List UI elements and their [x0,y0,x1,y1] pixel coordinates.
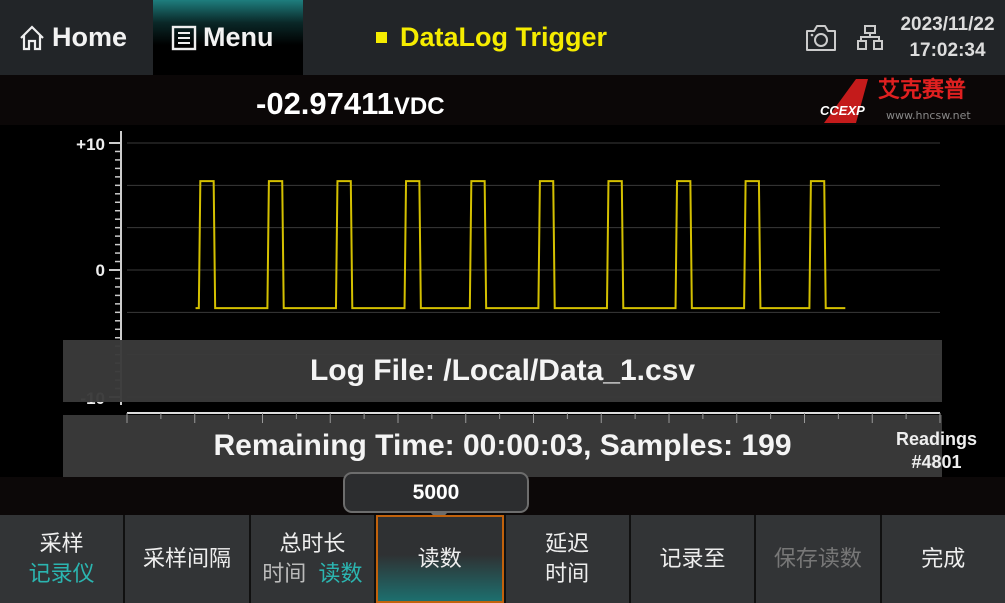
softkey-done[interactable]: 完成 [881,515,1005,603]
softkey-readings[interactable]: 读数 [376,515,504,603]
home-icon [20,24,44,50]
date-text: 2023/11/22 [900,14,995,35]
y-tick-label: +10 [76,135,105,154]
data-trace [195,180,846,310]
y-tick-label: 0 [96,261,105,280]
softkey-label: 保存读数 [773,546,862,571]
mode-title-text: DataLog Trigger [400,22,608,52]
softkey-label: 完成 [921,546,966,571]
svg-text:艾克赛普: 艾克赛普 [878,77,966,103]
readings-value-popup[interactable]: 5000 [343,472,529,522]
menu-label: Menu [203,22,274,52]
softkey-value: 记录仪 [28,561,95,586]
measurement-reading: -02.97411VDC [256,86,445,122]
softkey-delay-time[interactable]: 延迟 时间 [505,515,629,603]
softkey-label-2: 时间 [545,561,590,586]
datetime: 2023/11/22 17:02:34 [890,12,1005,64]
softkey-label: 读数 [417,546,462,571]
log-file-banner: Log File: /Local/Data_1.csv [63,340,942,402]
softkey-options: 时间 读数 [262,559,362,589]
watermark-logo: CCEXP 艾克赛普 www.hncsw.net [820,77,971,123]
svg-text:www.hncsw.net: www.hncsw.net [886,109,971,122]
home-tab[interactable]: Home [0,0,152,75]
readings-count: #4801 [911,452,962,472]
option-readings: 读数 [318,561,363,586]
softkey-save-readings[interactable]: 保存读数 [756,515,880,603]
remaining-status-banner: Remaining Time: 00:00:03, Samples: 199 [63,415,942,477]
popup-value: 5000 [412,480,460,504]
camera-icon[interactable] [804,23,838,53]
status-square-icon [376,32,387,43]
svg-text:CCEXP: CCEXP [820,103,865,118]
softkey-label: 延迟 [545,531,590,556]
softkey-sample-interval[interactable]: 采样间隔 [125,515,249,603]
menu-icon [171,25,197,50]
softkey-label: 记录至 [659,546,726,571]
softkey-bar: 采样记录仪 采样间隔 总时长时间 读数 读数 延迟时间 记录至 保存读数 完成 [0,515,1005,603]
softkey-label: 总时长 [279,531,346,556]
softkey-sample-mode[interactable]: 采样 记录仪 [0,515,124,603]
readings-counter: Readings #4801 [896,428,977,474]
softkey-label: 采样间隔 [143,546,232,571]
x-axis [126,412,941,423]
softkey-label: 采样 [39,531,84,556]
network-icon [857,25,883,50]
readings-label: Readings [896,429,978,449]
softkey-total-duration[interactable]: 总时长时间 读数 [250,515,375,603]
softkey-record-to[interactable]: 记录至 [630,515,755,603]
time-text: 17:02:34 [909,40,986,61]
home-label: Home [52,22,128,52]
measurement-unit: VDC [393,93,445,120]
mode-title: DataLog Trigger [376,22,607,53]
menu-tab[interactable]: Menu [153,0,303,75]
measurement-value: -02.97411 [256,86,394,121]
option-time: 时间 [262,561,307,586]
